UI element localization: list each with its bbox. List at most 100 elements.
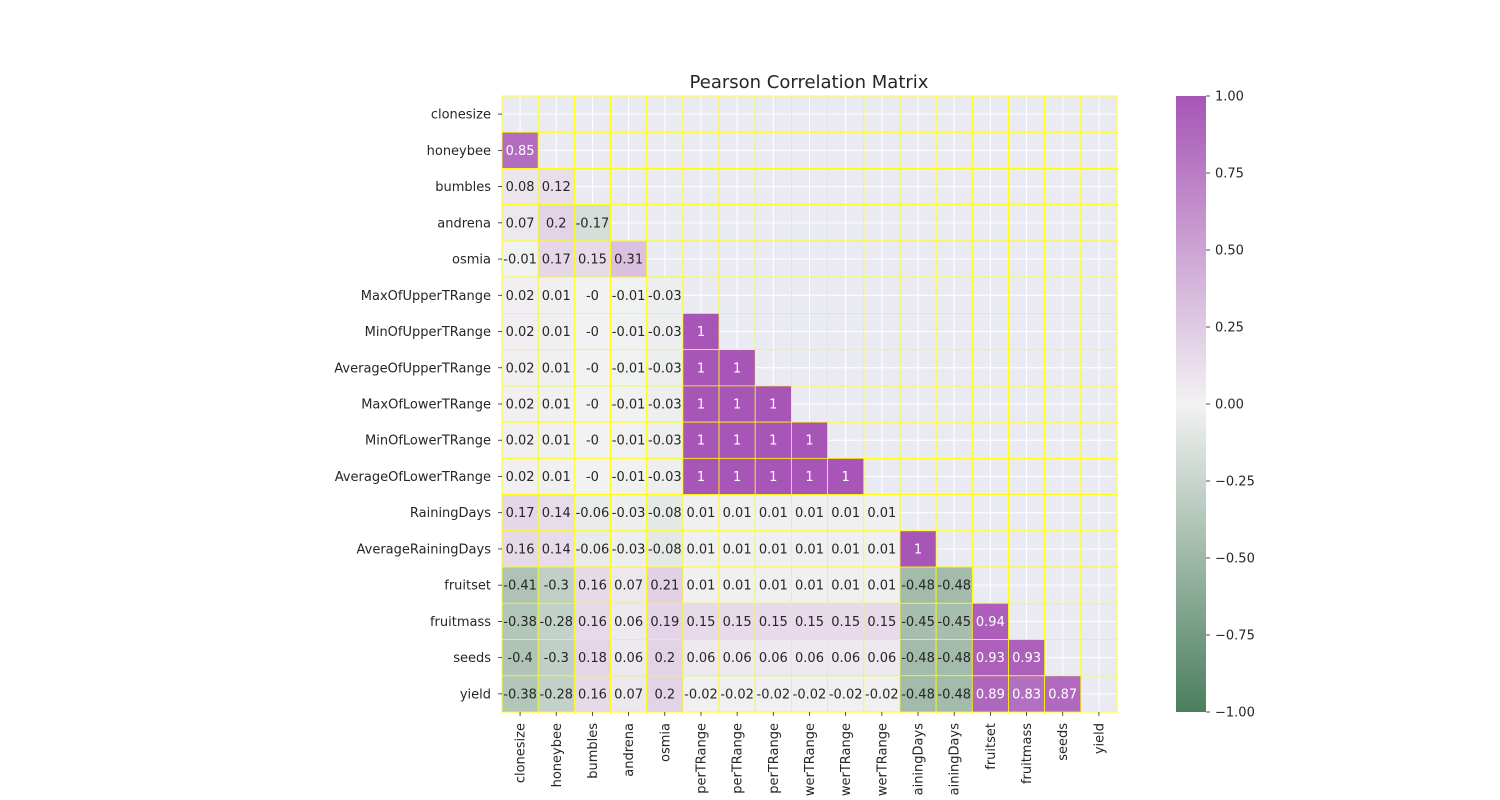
heatmap-cell [610, 602, 648, 640]
cell-value-label: 0.15 [686, 615, 715, 630]
x-tick-label: andrena [622, 723, 637, 777]
cell-value-label: -0.03 [648, 470, 682, 485]
heatmap-cell [537, 276, 575, 314]
heatmap-cell [646, 276, 684, 314]
cell-value-label: 0.94 [976, 615, 1005, 630]
heatmap-cell [501, 421, 539, 459]
y-tick-label: honeybee [427, 144, 491, 159]
heatmap-cell [646, 385, 684, 423]
cell-value-label: 1 [914, 542, 922, 557]
cell-value-label: 0.07 [614, 579, 643, 594]
heatmap-cell [501, 494, 539, 532]
cell-value-label: 1 [805, 470, 813, 485]
cell-value-label: 0.01 [831, 579, 860, 594]
heatmap-cell [791, 639, 828, 677]
x-tick-label: perTRange [767, 723, 782, 794]
heatmap-cell [827, 639, 865, 677]
heatmap-cell [646, 675, 684, 713]
heatmap-cells: 0.85 0.08 0.12 0.07 0.2 -0.17 -0.01 0.17 0.15 0.3… [501, 131, 1082, 713]
cell-value-label: 0.01 [867, 542, 896, 557]
x-tick-label: bumbles [586, 723, 601, 779]
heatmap-cell [537, 494, 575, 532]
heatmap-cell [537, 530, 575, 568]
heatmap-cell [573, 566, 611, 604]
cell-value-label: 1 [697, 361, 705, 376]
cell-value-label: 0.02 [506, 325, 535, 340]
heatmap-cell [610, 566, 648, 604]
heatmap-cell [501, 240, 539, 278]
heatmap-cell [537, 204, 575, 242]
cell-value-label: 0.89 [976, 687, 1005, 702]
heatmap-cell [573, 385, 611, 423]
colorbar-tick-label: −1.00 [1215, 706, 1255, 721]
y-tick-label: MinOfUpperTRange [365, 325, 491, 340]
heatmap-cell [537, 566, 575, 604]
cell-value-label: 0.2 [546, 216, 567, 231]
cell-value-label: -0 [586, 434, 599, 449]
heatmap-cell [863, 566, 901, 604]
cell-value-label: 0.87 [1048, 687, 1077, 702]
heatmap-cell [827, 457, 865, 495]
cell-value-label: 0.06 [795, 651, 824, 666]
y-tick-label: osmia [452, 253, 491, 268]
heatmap-cell [573, 675, 611, 713]
cell-value-label: 0.01 [686, 579, 715, 594]
cell-value-label: -0.45 [901, 615, 935, 630]
heatmap-cell [501, 602, 539, 640]
x-tick-label: fruitset [984, 723, 999, 770]
heatmap-cell [827, 602, 865, 640]
cell-value-label: 0.06 [867, 651, 896, 666]
heatmap-cell [718, 349, 756, 387]
cell-value-label: -0.01 [503, 253, 537, 268]
heatmap-cell [682, 421, 720, 459]
cell-value-label: 1 [769, 470, 777, 485]
heatmap-cell [899, 639, 937, 677]
heatmap-cell [610, 240, 648, 278]
cell-value-label: 0.01 [542, 434, 571, 449]
heatmap-cell [537, 349, 575, 387]
heatmap-cell [863, 675, 901, 713]
cell-value-label: 1 [733, 434, 741, 449]
colorbar-tick-label: −0.25 [1215, 475, 1255, 490]
cell-value-label: 0.2 [654, 687, 675, 702]
cell-value-label: -0.02 [793, 687, 827, 702]
chart-title: Pearson Correlation Matrix [690, 72, 929, 93]
cell-value-label: -0.01 [612, 325, 646, 340]
cell-value-label: -0 [586, 325, 599, 340]
cell-value-label: -0.28 [539, 687, 573, 702]
cell-value-label: 0.01 [723, 506, 752, 521]
x-tick-label: clonesize [514, 723, 529, 783]
cell-value-label: 0.15 [795, 615, 824, 630]
cell-value-label: 1 [733, 398, 741, 413]
heatmap-cell [610, 385, 648, 423]
heatmap-cell [682, 602, 720, 640]
cell-value-label: 0.21 [650, 579, 679, 594]
heatmap-cell [610, 421, 648, 459]
colorbar-tick-label: −0.50 [1215, 552, 1255, 567]
cell-value-label: 0.01 [759, 579, 788, 594]
x-tick-label: werTRange [839, 723, 854, 796]
heatmap-cell [537, 457, 575, 495]
cell-value-label: 0.02 [506, 361, 535, 376]
heatmap-cell [501, 385, 539, 423]
cell-value-label: -0.02 [757, 687, 791, 702]
heatmap-cell [573, 313, 611, 351]
cell-value-label: -0.48 [901, 687, 935, 702]
cell-value-label: -0.01 [612, 361, 646, 376]
cell-value-label: -0 [586, 289, 599, 304]
cell-value-label: -0.41 [503, 579, 537, 594]
cell-value-label: 1 [733, 470, 741, 485]
heatmap-area: 0.85 0.08 0.12 0.07 0.2 -0.17 -0.01 0.17 0.15 0.3… [501, 95, 1118, 713]
cell-value-label: 0.02 [506, 470, 535, 485]
heatmap-cell [754, 385, 792, 423]
cell-value-label: -0.01 [612, 398, 646, 413]
heatmap-cell [646, 313, 684, 351]
cell-value-label: 1 [769, 434, 777, 449]
cell-value-label: 1 [697, 398, 705, 413]
y-tick-label: andrena [437, 216, 491, 231]
heatmap-cell [899, 530, 937, 568]
heatmap-cell [646, 566, 684, 604]
cell-value-label: -0.28 [539, 615, 573, 630]
heatmap-cell [610, 675, 648, 713]
